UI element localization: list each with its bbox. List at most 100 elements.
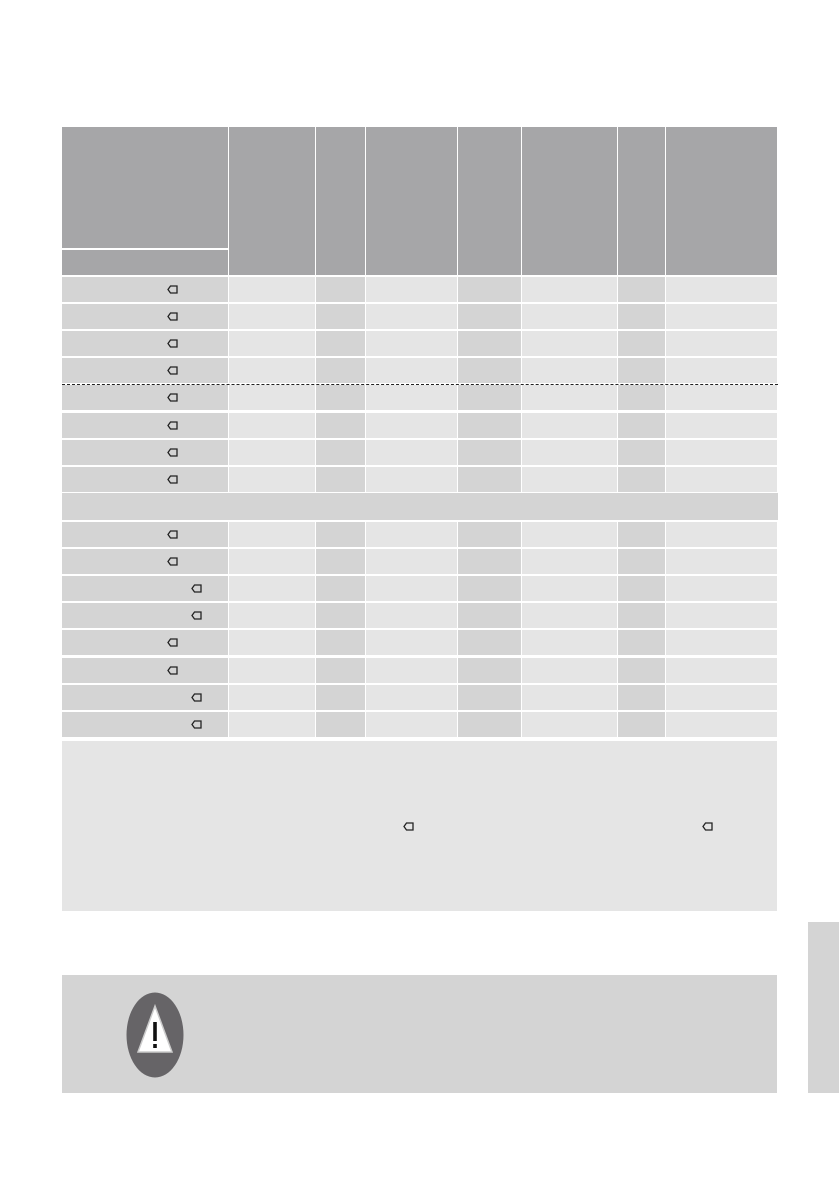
header-cell: [62, 127, 228, 248]
table-cell: [366, 467, 457, 492]
table-cell: [366, 685, 457, 710]
row-label-cell: [62, 549, 228, 574]
table-cell: [618, 440, 665, 465]
header-cell: [316, 127, 365, 275]
table-cell: [522, 630, 617, 655]
table-cell: [522, 331, 617, 356]
row-label-cell: [62, 331, 228, 356]
table-cell: [229, 440, 315, 465]
table-cell: [618, 630, 665, 655]
row-label-cell: [62, 304, 228, 329]
row-label-cell: [62, 385, 228, 410]
table-cell: [666, 358, 777, 383]
table-cell: [229, 467, 315, 492]
tag-icon: [191, 720, 202, 729]
table-cell: [618, 658, 665, 683]
row-label-cell: [62, 576, 228, 601]
table-cell: [666, 467, 777, 492]
tag-icon: [167, 421, 178, 430]
tag-icon: [167, 530, 178, 539]
tag-icon: [167, 666, 178, 675]
table-cell: [666, 712, 777, 737]
tag-icon: [167, 557, 178, 566]
table-cell: [316, 331, 365, 356]
row-label-cell: [62, 603, 228, 628]
table-cell: [366, 549, 457, 574]
table-cell: [229, 576, 315, 601]
row-label-cell: [62, 413, 228, 438]
table-cell: [316, 385, 365, 410]
table-cell: [458, 603, 521, 628]
table-cell: [229, 685, 315, 710]
table-cell: [618, 576, 665, 601]
table-cell: [458, 576, 521, 601]
table-cell: [366, 658, 457, 683]
table-cell: [522, 603, 617, 628]
table-cell: [229, 658, 315, 683]
table-cell: [366, 358, 457, 383]
warning-triangle-icon: [126, 992, 184, 1078]
table-cell: [666, 440, 777, 465]
table-cell: [666, 549, 777, 574]
table-cell: [366, 712, 457, 737]
table-cell: [458, 522, 521, 547]
tag-icon: [403, 822, 414, 831]
table-cell: [666, 685, 777, 710]
table-cell: [522, 385, 617, 410]
header-cell: [366, 127, 457, 275]
table-cell: [666, 658, 777, 683]
tag-icon: [167, 475, 178, 484]
table-cell: [522, 358, 617, 383]
table-cell: [366, 440, 457, 465]
tag-icon: [167, 638, 178, 647]
table-cell: [458, 277, 521, 302]
header-subcell: [62, 250, 228, 275]
row-label-cell: [62, 522, 228, 547]
table-cell: [316, 440, 365, 465]
header-cell: [522, 127, 617, 275]
warning-box: [62, 975, 777, 1093]
table-cell: [366, 603, 457, 628]
table-cell: [522, 685, 617, 710]
row-label-cell: [62, 467, 228, 492]
dashed-separator: [62, 384, 778, 385]
table-cell: [618, 358, 665, 383]
header-cell: [618, 127, 665, 275]
table-cell: [618, 685, 665, 710]
table-cell: [229, 603, 315, 628]
side-tab: [808, 922, 839, 1093]
row-label-cell: [62, 440, 228, 465]
table-cell: [229, 331, 315, 356]
table-cell: [458, 385, 521, 410]
row-label-cell: [62, 277, 228, 302]
header-cell: [458, 127, 521, 275]
table-cell: [366, 304, 457, 329]
table-cell: [666, 277, 777, 302]
table-cell: [666, 576, 777, 601]
table-cell: [458, 467, 521, 492]
table-cell: [522, 576, 617, 601]
section-row: [62, 493, 778, 520]
table-cell: [229, 630, 315, 655]
table-cell: [618, 413, 665, 438]
table-cell: [458, 685, 521, 710]
table-cell: [666, 385, 777, 410]
table-cell: [316, 549, 365, 574]
table-cell: [666, 304, 777, 329]
table-cell: [666, 331, 777, 356]
table-cell: [618, 549, 665, 574]
table-cell: [316, 413, 365, 438]
table-cell: [618, 331, 665, 356]
table-cell: [458, 549, 521, 574]
table-cell: [316, 685, 365, 710]
table-cell: [522, 440, 617, 465]
table-cell: [618, 467, 665, 492]
row-label-cell: [62, 712, 228, 737]
table-cell: [316, 603, 365, 628]
table-cell: [522, 304, 617, 329]
table-cell: [666, 522, 777, 547]
table-cell: [316, 522, 365, 547]
table-cell: [229, 712, 315, 737]
header-cell: [666, 127, 777, 275]
tag-icon: [167, 312, 178, 321]
